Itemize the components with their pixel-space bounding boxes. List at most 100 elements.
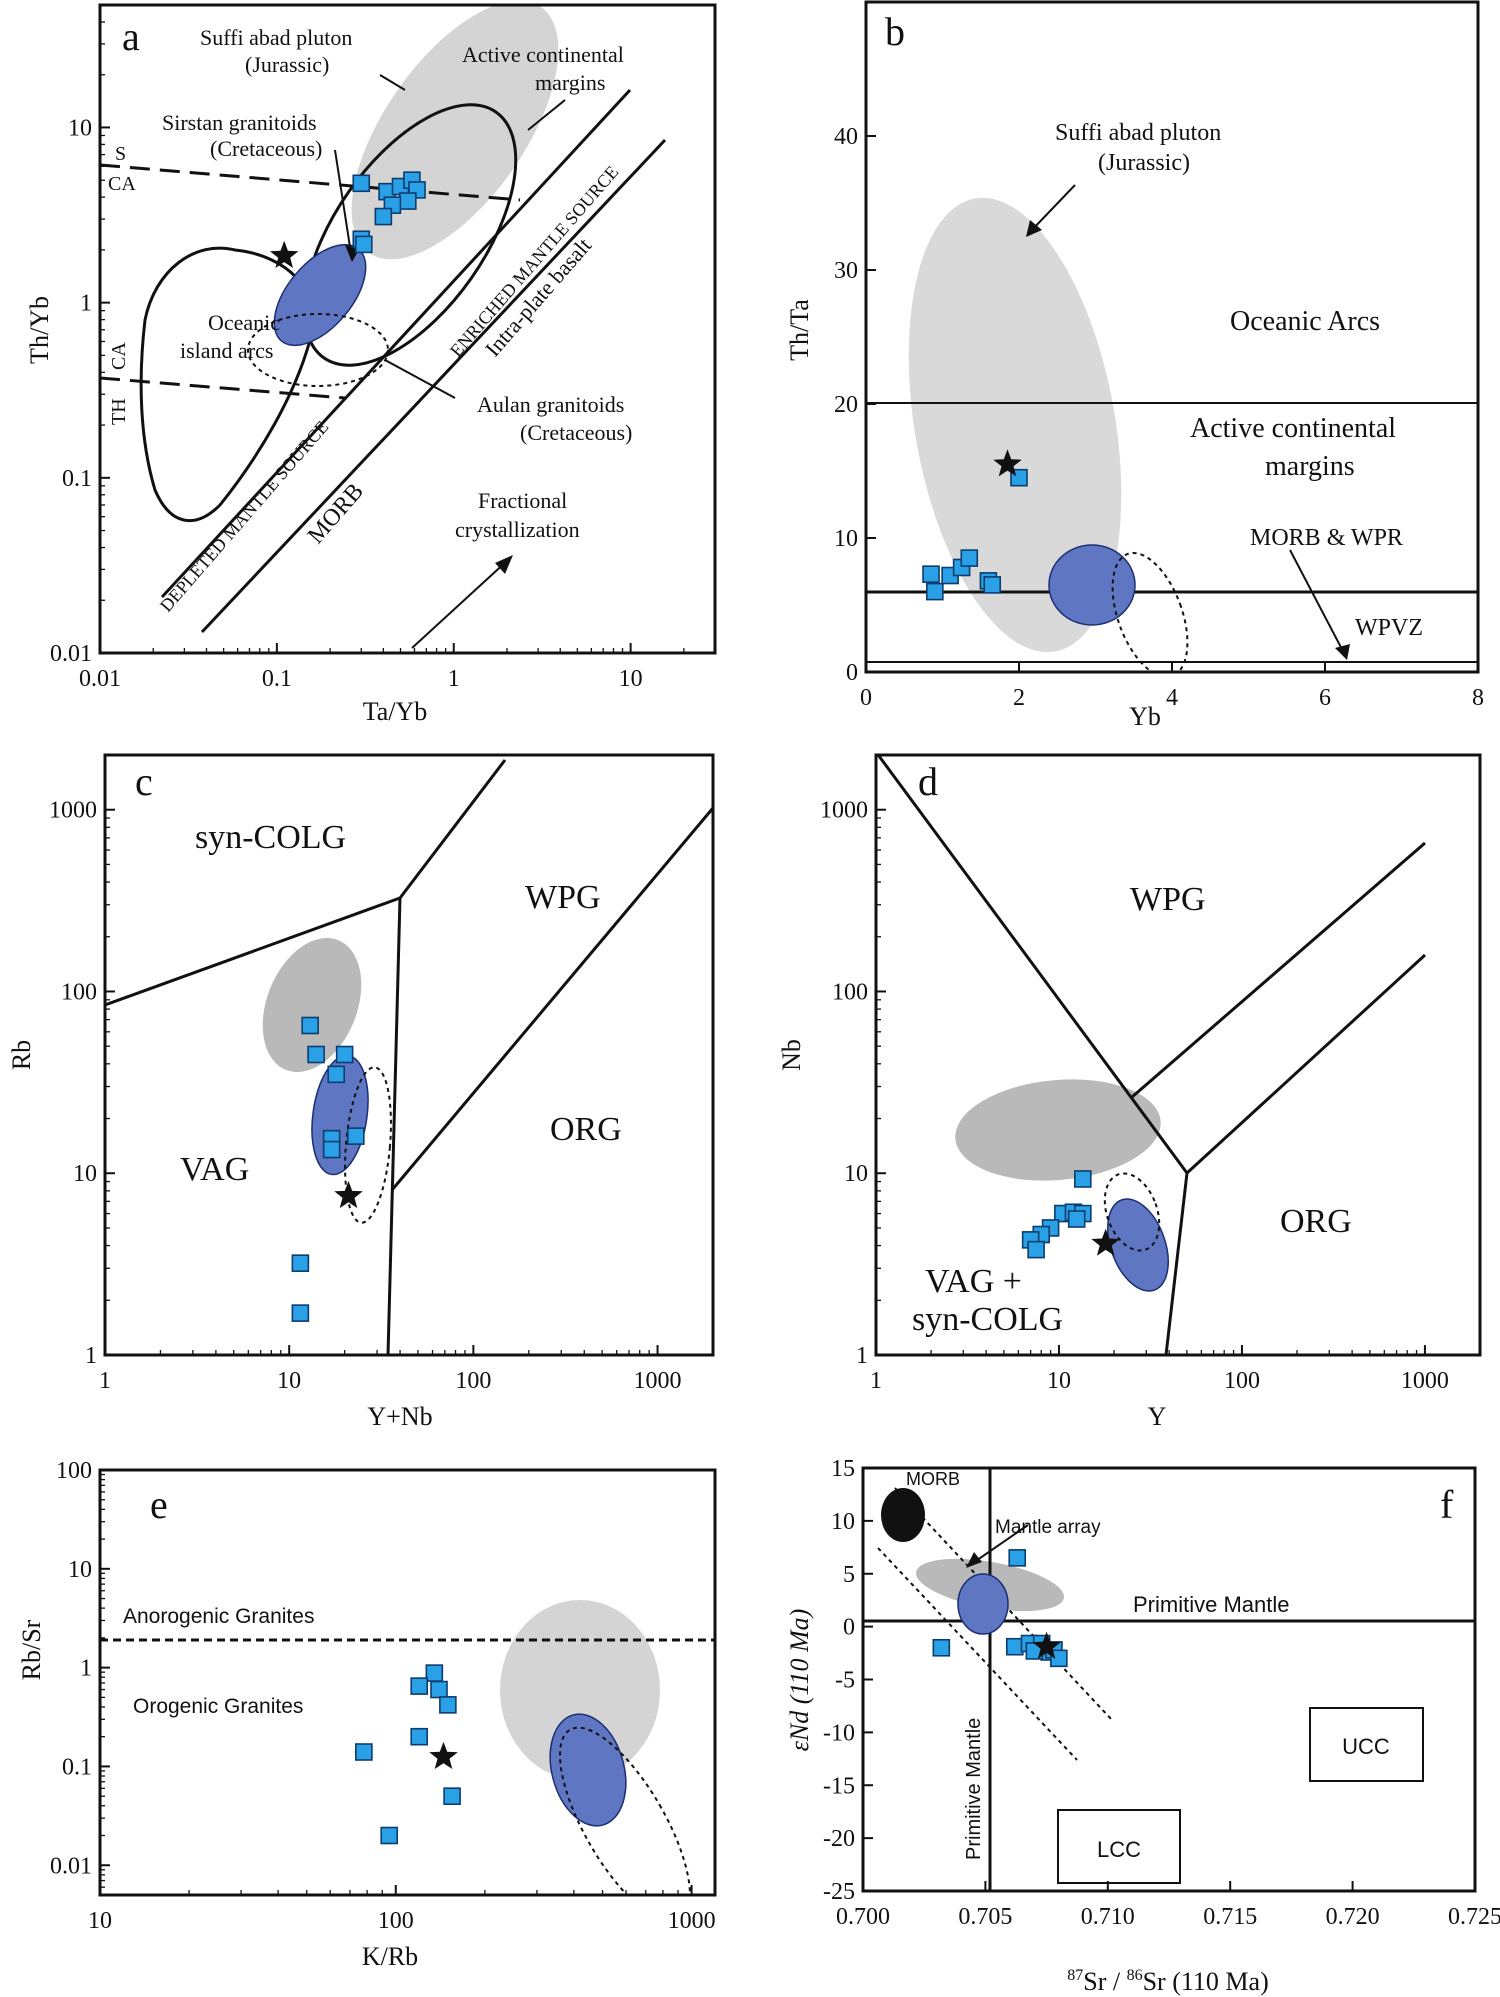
ytick-label-b-3: 30 — [834, 258, 858, 284]
label-aulan2: (Cretaceous) — [520, 420, 632, 445]
morb-field — [881, 1488, 925, 1542]
sample-point-b-5 — [960, 549, 979, 567]
xlabel-a: Ta/Yb — [363, 697, 428, 726]
label-vag-d: VAG + — [925, 1263, 1022, 1300]
ytick-label-a-3: 10 — [68, 115, 92, 141]
label-fc2: crystallization — [455, 517, 580, 542]
label-morb-f: MORB — [906, 1469, 960, 1489]
label-sirstan-a: Sirstan granitoids — [162, 110, 317, 135]
sample-point-a-0 — [352, 174, 371, 193]
label-orogenic: Orogenic Granites — [133, 1695, 303, 1718]
sample-point-e-3 — [439, 1696, 457, 1714]
ytick-label-b-0: 0 — [846, 660, 858, 686]
xtick-label-f-4: 0.720 — [1326, 1904, 1380, 1930]
ytick-label-d-2: 100 — [832, 979, 868, 1005]
xtick-label-d-1: 10 — [1047, 1368, 1071, 1394]
upper-boundary-d — [1131, 841, 1426, 1099]
label-ca: CA — [108, 173, 136, 195]
ytick-label-b-4: 40 — [834, 124, 858, 150]
xtick-label-b-3: 6 — [1319, 685, 1331, 711]
mantle-array-lower-f — [877, 1547, 1078, 1761]
ytick-label-c-3: 1000 — [49, 798, 97, 824]
ytick-label-f-4: -5 — [835, 1668, 855, 1694]
label-suffi-a: Suffi abad pluton — [200, 25, 352, 50]
ytick-label-c-0: 1 — [85, 1343, 97, 1369]
ytick-label-b-2: 20 — [834, 392, 858, 418]
xlabel-f: 87Sr / 86Sr (110 Ma) — [1067, 1967, 1268, 1996]
label-primitive-mantle: Primitive Mantle — [1133, 1592, 1289, 1617]
arrow-morb-b — [1289, 549, 1346, 656]
label-lcc: LCC — [1097, 1837, 1141, 1862]
xlabel-b: Yb — [1129, 702, 1161, 731]
label-wpg-c: WPG — [525, 879, 601, 916]
label-wpg-d: WPG — [1130, 881, 1206, 918]
arrow-mantle-array-head — [966, 1552, 982, 1568]
ytick-label-d-0: 1 — [856, 1343, 868, 1369]
sample-point-f-0 — [1008, 1549, 1027, 1567]
sample-point-e-2 — [430, 1680, 448, 1699]
label-acm2-a: margins — [535, 70, 605, 95]
sample-point-e-1 — [410, 1677, 429, 1695]
label-suffi2-b: (Jurassic) — [1098, 150, 1190, 176]
xtick-label-f-3: 0.715 — [1203, 1904, 1257, 1930]
label-th: TH — [108, 398, 130, 425]
suffi-field-d — [955, 1079, 1161, 1181]
ytick-label-b-1: 10 — [834, 526, 858, 552]
label-syncolg-c: syn-COLG — [195, 819, 346, 856]
xtick-label-a-1: 0.1 — [262, 666, 292, 692]
panel-a: a Suffi abad pluton (Jurassic) Active co… — [25, 3, 717, 726]
fc-arrow-head — [495, 555, 513, 574]
mantle-array-upper — [160, 88, 632, 599]
sample-point-a-9 — [354, 235, 373, 254]
xtick-label-b-2: 4 — [1166, 685, 1178, 711]
ytick-label-e-1: 0.1 — [62, 1754, 92, 1780]
ytick-label-f-1: 10 — [831, 1509, 855, 1535]
arrow-acm-a — [527, 99, 566, 131]
xtick-label-f-1: 0.705 — [958, 1904, 1012, 1930]
aulan-field-d — [1103, 1172, 1161, 1252]
sample-point-e-0 — [425, 1664, 444, 1682]
sample-point-d-4 — [1067, 1210, 1086, 1228]
xlabel-f-sup2: 86 — [1127, 1967, 1143, 1984]
ytick-label-a-0: 0.01 — [50, 641, 92, 667]
sample-point-c-3 — [327, 1065, 346, 1084]
label-anorogenic: Anorogenic Granites — [123, 1605, 314, 1628]
sample-point-c-0 — [301, 1016, 319, 1035]
acm-field-a — [302, 103, 518, 367]
xtick-label-d-0: 1 — [870, 1368, 882, 1394]
arrow-suffi-b — [1029, 184, 1076, 233]
label-s: S — [115, 143, 126, 165]
ylabel-b: Th/Ta — [785, 299, 814, 361]
label-vag2-d: syn-COLG — [912, 1301, 1063, 1338]
ytick-label-f-0: 15 — [831, 1456, 855, 1482]
star-point-e — [429, 1741, 458, 1769]
ylabel-e: Rb/Sr — [17, 1619, 46, 1680]
sample-point-c-7 — [291, 1254, 310, 1272]
sample-point-a-5 — [399, 192, 417, 210]
ytick-label-e-2: 1 — [80, 1656, 92, 1682]
xlabel-c: Y+Nb — [367, 1402, 432, 1431]
s-ca-boundary — [100, 163, 521, 202]
label-sirstan2-a: (Cretaceous) — [210, 136, 322, 161]
sample-point-c-1 — [307, 1045, 325, 1064]
label-oia: Oceanic — [208, 310, 280, 335]
ylabel-f: εNd (110 Ma) — [785, 1609, 814, 1752]
ytick-label-f-8: -25 — [823, 1879, 855, 1905]
panel-d: d WPG ORG VAG + syn-COLG Y Nb 1 10 100 1000… — [777, 753, 1482, 1431]
panel-letter-c: c — [135, 759, 153, 804]
label-acm-a: Active continental — [462, 42, 624, 67]
label-suffi-b: Suffi abad pluton — [1055, 120, 1221, 146]
sample-point-e-5 — [355, 1743, 373, 1761]
arrow-aulan-a — [384, 359, 456, 399]
ytick-label-e-0: 0.01 — [50, 1853, 92, 1879]
xlabel-d: Y — [1148, 1402, 1167, 1431]
ucc-box — [1309, 1707, 1424, 1782]
aulan-field-e — [559, 1726, 691, 1895]
ytick-label-f-3: 0 — [843, 1615, 855, 1641]
xtick-label-b-0: 0 — [860, 685, 872, 711]
th-ca-boundary — [100, 376, 346, 400]
wpg-org-boundary-d — [1185, 953, 1427, 1175]
ytick-label-a-2: 1 — [80, 291, 92, 317]
ytick-label-f-5: -10 — [823, 1720, 855, 1746]
